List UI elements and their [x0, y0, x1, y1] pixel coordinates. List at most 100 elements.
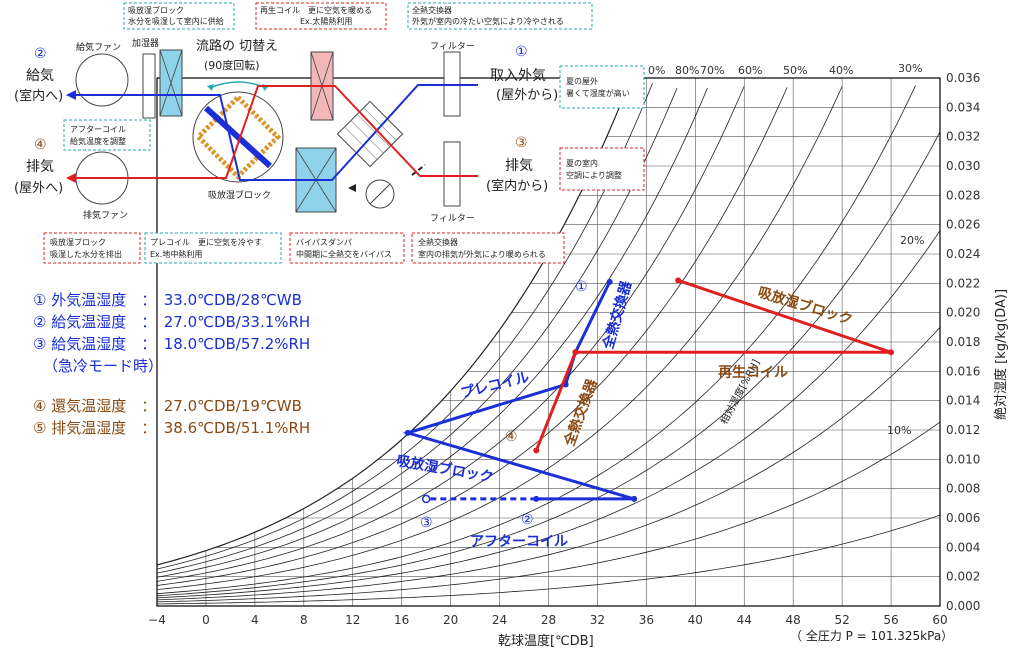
- exhaust-air-sub: (屋外へ): [14, 181, 63, 196]
- rh-label: 20%: [900, 234, 924, 247]
- note-text: 外気が室内の冷たい空気により冷やされる: [412, 16, 564, 26]
- y-tick-label: 0.016: [946, 364, 980, 378]
- humidifier: [142, 53, 156, 119]
- state-points: [421, 494, 431, 504]
- note-text: 吸放湿ブロック: [128, 5, 184, 15]
- note-box: [123, 2, 235, 30]
- rh-curve: [156, 87, 708, 578]
- y-tick-label: 0.032: [946, 130, 980, 144]
- note-text: 暑くて湿度が高い: [566, 88, 630, 98]
- rh-label: 80%: [675, 64, 699, 77]
- x-tick-label: 60: [932, 613, 947, 627]
- note-box: [559, 147, 645, 191]
- note-text: 給気温度を調整: [70, 136, 126, 146]
- exhaust-air-label: 排気: [26, 159, 54, 175]
- intake-air-label: 取入外気: [490, 68, 546, 84]
- rh-curve: [156, 83, 653, 570]
- note-text: アフターコイル: [70, 125, 126, 134]
- y-tick-label: 0.000: [946, 599, 980, 613]
- y-tick-label: 0.006: [946, 511, 980, 525]
- process-label-aftercoil: アフターコイル: [470, 534, 568, 550]
- process-node: [404, 429, 411, 436]
- note-text: Ex.太陽熱利用: [300, 16, 352, 26]
- note-box: [289, 232, 405, 264]
- note-text: 夏の室内: [566, 158, 598, 168]
- rotation-label: (90度回転): [204, 58, 260, 72]
- y-tick-label: 0.002: [946, 570, 980, 584]
- rh-curve: [156, 514, 941, 605]
- process-node: [631, 495, 638, 502]
- point-2-label: ②: [521, 512, 534, 528]
- path-switch-label: 流路の 切替え: [196, 38, 278, 54]
- supply-fan-label: 給気ファン: [76, 41, 121, 53]
- exhaust-air-path: [72, 85, 478, 179]
- desiccant-block-label: 吸放湿ブロック: [208, 189, 271, 201]
- heat-exchanger: [336, 100, 404, 168]
- process-lines: [402, 277, 895, 502]
- rh-curve: [156, 88, 678, 574]
- x-tick-label: 8: [300, 613, 308, 627]
- y-tick-label: 0.024: [946, 247, 980, 261]
- note-box: [255, 2, 387, 30]
- note-text: 夏の屋外: [566, 76, 598, 86]
- x-tick-label: 32: [590, 613, 605, 627]
- y-tick-label: 0.018: [946, 335, 980, 349]
- rh-label: 10%: [887, 424, 911, 437]
- legend-line-5: ⑤ 排気温湿度 ： 38.6℃DB/51.1%RH: [33, 419, 310, 437]
- x-tick-label: 0: [202, 613, 210, 627]
- x-tick-label: 52: [834, 613, 849, 627]
- pressure-note: （ 全圧力 P = 101.325kPa）: [790, 628, 953, 643]
- x-tick-label: 16: [394, 613, 409, 627]
- note-text: 室内の排気が外気により暖められる: [418, 249, 546, 259]
- humidifier-label: 加湿器: [132, 38, 159, 49]
- note-box: [63, 119, 151, 151]
- schematic-num-2: ②: [34, 46, 47, 62]
- process-node: [533, 447, 540, 454]
- x-tick-label: 56: [883, 613, 898, 627]
- note-text: 再生コイル 更に空気を暖める: [260, 5, 372, 15]
- process-node: [888, 349, 895, 356]
- y-tick-label: 0.034: [946, 100, 980, 114]
- x-axis-label: 乾球温度[℃DB]: [498, 633, 594, 649]
- legend-line-3: ③ 給気温湿度 ： 18.0℃DB/57.2%RH: [33, 335, 310, 353]
- note-text: バイパスダンパ: [296, 237, 352, 247]
- schematic-num-4: ④: [34, 137, 47, 153]
- rh-curve: [156, 85, 745, 582]
- supply-air-sub: (室内へ): [14, 88, 63, 104]
- legend-line-3b: （急冷モード時）: [43, 357, 163, 375]
- note-text: プレコイル 更に空気を冷やす: [150, 237, 262, 247]
- x-ticks: −4 0 4 8 12 16 20 24 28 32 36 40 44 48 52 56 60: [148, 613, 947, 627]
- note-text: Ex.地中熱利用: [150, 249, 202, 259]
- note-text: 吸放湿ブロック: [50, 237, 106, 247]
- filter-top-label: フィルター: [430, 41, 475, 52]
- point-1-label: ①: [575, 279, 588, 295]
- y-tick-label: 0.012: [946, 423, 980, 437]
- filter-bottom-label: フィルター: [430, 213, 475, 224]
- note-text: 吸湿した水分を排出: [50, 249, 122, 259]
- y-tick-label: 0.036: [946, 71, 980, 85]
- state-point: [421, 494, 431, 504]
- schematic-num-1: ①: [515, 44, 528, 60]
- x-tick-label: −4: [148, 613, 166, 627]
- point-4-label: ④: [505, 429, 518, 445]
- y-tick-label: 0.026: [946, 218, 980, 232]
- x-tick-label: 20: [443, 613, 458, 627]
- process-node: [606, 278, 613, 285]
- x-tick-label: 48: [786, 613, 801, 627]
- y-tick-label: 0.010: [946, 452, 980, 466]
- legend-line-1: ① 外気温湿度 ： 33.0℃DB/28℃WB: [33, 291, 302, 309]
- rh-curve: [156, 327, 941, 601]
- intake-air-sub: (屋外から): [496, 88, 558, 103]
- return-air-sub: (室内から): [486, 178, 548, 194]
- x-tick-label: 36: [639, 613, 654, 627]
- exhaust-fan-label: 排気ファン: [83, 209, 128, 221]
- rh-label: 50%: [783, 64, 807, 77]
- rh-label: 0%: [648, 64, 665, 77]
- note-box: [144, 232, 282, 264]
- rh-curve: [156, 85, 916, 595]
- legend-line-4: ④ 還気温湿度 ： 27.0℃DB/19℃WB: [33, 397, 302, 415]
- rh-curve: [156, 131, 941, 597]
- rh-curve: [156, 421, 941, 603]
- note-box: [559, 65, 645, 109]
